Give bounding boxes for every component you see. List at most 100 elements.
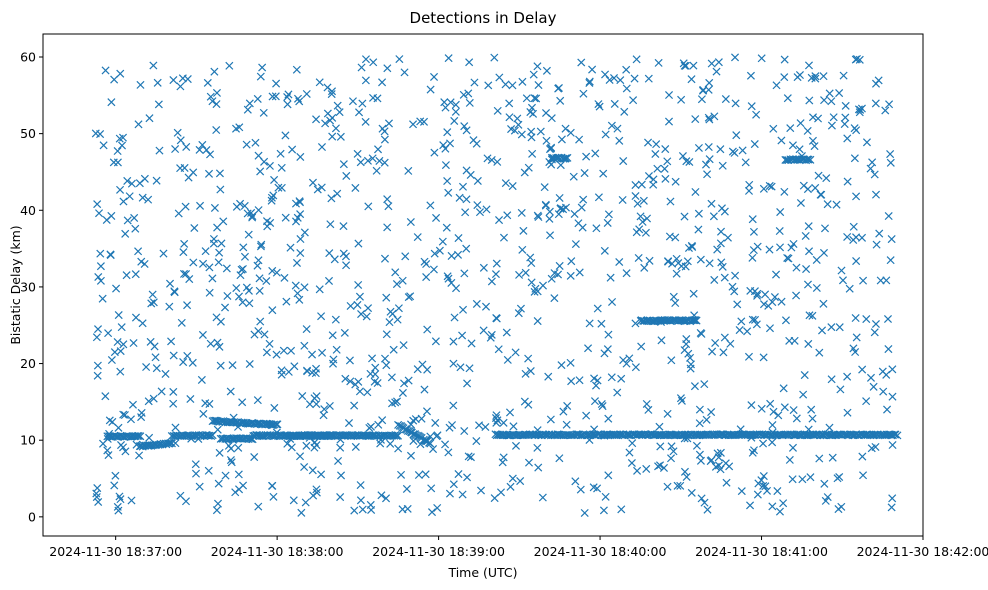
data-point	[186, 394, 195, 404]
data-point	[843, 232, 852, 241]
data-point	[775, 507, 784, 516]
data-point	[577, 58, 586, 67]
data-point	[270, 420, 279, 429]
data-point	[659, 463, 669, 472]
data-point	[216, 185, 225, 194]
data-point	[664, 257, 673, 266]
data-point	[444, 274, 453, 283]
data-point	[234, 292, 244, 301]
data-point	[811, 183, 820, 192]
data-point	[279, 346, 288, 355]
data-point	[231, 488, 240, 497]
data-point	[505, 113, 514, 122]
data-point	[413, 233, 422, 242]
data-point	[387, 373, 396, 382]
data-point	[663, 482, 672, 491]
data-point	[722, 478, 731, 487]
data-point	[759, 472, 768, 481]
data-point	[262, 348, 271, 357]
data-point	[221, 303, 230, 312]
data-point	[707, 408, 716, 417]
data-point	[849, 344, 858, 353]
data-point	[440, 98, 449, 107]
data-point	[312, 115, 321, 124]
data-point	[363, 156, 372, 165]
data-point	[176, 82, 185, 91]
data-point	[342, 261, 351, 270]
data-point	[269, 191, 278, 200]
x-tick-label: 2024-11-30 18:42:00	[857, 544, 988, 559]
data-point	[226, 456, 235, 465]
data-point	[260, 330, 269, 339]
data-point	[94, 497, 103, 507]
data-point	[814, 171, 823, 180]
data-point	[465, 364, 474, 373]
data-point	[492, 259, 501, 268]
data-point	[600, 246, 609, 255]
data-point	[293, 94, 303, 103]
data-point	[716, 145, 725, 154]
data-point	[119, 340, 128, 349]
data-point	[524, 458, 534, 467]
data-point	[206, 92, 215, 101]
data-point	[256, 317, 265, 326]
data-point	[748, 448, 757, 457]
data-point	[130, 213, 139, 222]
data-point	[135, 179, 144, 188]
data-point	[234, 470, 243, 479]
data-point	[510, 126, 519, 135]
data-point	[783, 94, 792, 103]
data-point	[538, 281, 548, 290]
data-point	[571, 240, 580, 249]
data-point	[300, 463, 309, 472]
data-point	[807, 405, 816, 414]
data-point	[429, 265, 438, 274]
data-point	[140, 259, 149, 268]
data-point	[491, 414, 501, 423]
data-point	[96, 276, 105, 285]
data-point	[820, 224, 830, 233]
data-point	[380, 254, 390, 263]
data-point	[619, 356, 628, 365]
data-point	[827, 375, 836, 384]
data-point	[633, 466, 642, 475]
data-point	[855, 108, 864, 117]
data-point	[585, 78, 594, 87]
data-point	[455, 193, 464, 202]
data-point	[358, 99, 367, 108]
data-point	[710, 275, 719, 284]
data-point	[450, 116, 459, 125]
data-point	[676, 394, 685, 403]
data-point	[356, 481, 365, 490]
data-point	[169, 351, 178, 360]
data-point	[576, 485, 585, 494]
data-point	[735, 326, 744, 335]
data-point	[607, 121, 616, 130]
data-point	[242, 140, 251, 149]
data-point	[149, 298, 158, 307]
data-point	[215, 248, 224, 257]
data-point	[597, 319, 606, 328]
data-point	[886, 256, 895, 265]
data-point	[136, 80, 145, 89]
data-point	[399, 341, 408, 350]
data-point	[719, 348, 728, 357]
data-point	[296, 210, 305, 219]
data-point	[295, 97, 304, 106]
data-point	[205, 263, 214, 272]
data-point	[677, 95, 686, 104]
data-point	[680, 467, 689, 476]
data-point	[204, 466, 213, 475]
data-point	[748, 215, 757, 224]
data-point	[197, 375, 206, 384]
data-point	[516, 304, 525, 313]
data-point	[492, 411, 501, 420]
data-point	[159, 249, 168, 258]
data-point	[356, 158, 365, 167]
data-point	[754, 479, 763, 488]
data-point	[779, 499, 788, 508]
data-point	[203, 78, 212, 87]
data-point	[257, 240, 266, 249]
data-point	[594, 100, 603, 109]
